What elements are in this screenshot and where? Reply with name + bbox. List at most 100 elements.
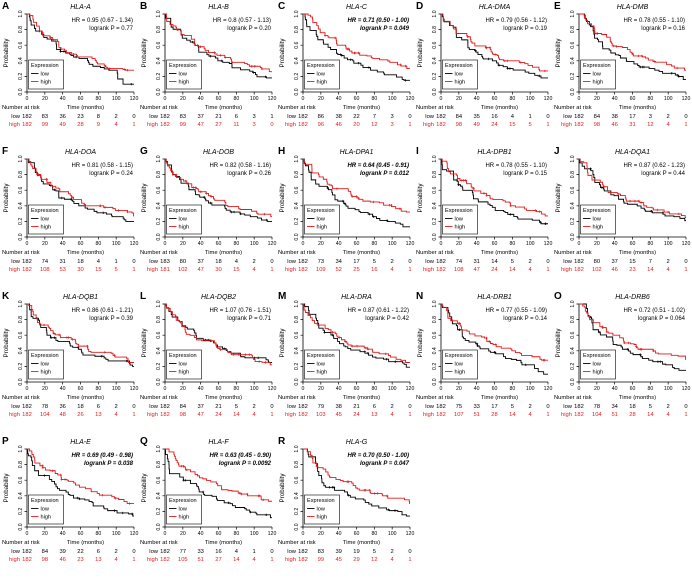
x-tick-label: 40 bbox=[198, 531, 204, 537]
legend-label-high: high bbox=[317, 515, 328, 521]
x-tick-label: 60 bbox=[354, 531, 360, 537]
x-tick-label: 0 bbox=[302, 96, 305, 102]
gene-title: HLA-DPA1 bbox=[340, 149, 374, 156]
y-tick-label: 0.2 bbox=[432, 218, 438, 225]
risk-high-value: 14 bbox=[509, 267, 516, 273]
risk-low-value: 83 bbox=[42, 114, 48, 120]
x-tick-label: 80 bbox=[233, 531, 239, 537]
x-tick-label: 0 bbox=[440, 386, 443, 392]
y-tick-label: 0.8 bbox=[18, 26, 24, 33]
km-curve-high bbox=[165, 13, 272, 73]
risk-high-value: 47 bbox=[473, 267, 479, 273]
tick-marks bbox=[162, 13, 273, 95]
risk-high-value: 5 bbox=[529, 122, 532, 128]
x-axis-label: Time (months) bbox=[481, 105, 518, 111]
risk-row-label-high: high bbox=[561, 122, 572, 128]
x-tick-label: 40 bbox=[60, 241, 66, 247]
censor-marks-low bbox=[458, 328, 527, 367]
risk-low-value: 7 bbox=[373, 114, 376, 120]
risk-high-value: 13 bbox=[95, 557, 101, 563]
number-at-risk-title: Number at risk bbox=[278, 395, 316, 401]
km-curve-low bbox=[165, 13, 272, 79]
risk-low-value: 1 bbox=[253, 549, 256, 555]
y-tick-label: 0.6 bbox=[156, 186, 162, 193]
risk-high-value: 52 bbox=[335, 267, 341, 273]
hr-text: HR = 0.82 (0.58 - 1.16) bbox=[209, 163, 271, 169]
risk-high-value: 4 bbox=[667, 122, 671, 128]
risk-low-value: 2 bbox=[115, 404, 118, 410]
risk-high-value: 4 bbox=[115, 412, 119, 418]
panel-letter: J bbox=[554, 146, 560, 157]
x-tick-label: 0 bbox=[164, 386, 167, 392]
x-tick-label: 20 bbox=[180, 531, 186, 537]
risk-high-value: 49 bbox=[473, 122, 479, 128]
y-tick-label: 0.0 bbox=[18, 378, 24, 385]
risk-high-value: 11 bbox=[233, 122, 239, 128]
km-svg-C: C HLA-C0.00.20.40.60.81.00 20 40 60 80 100 120P… bbox=[278, 1, 414, 128]
x-tick-label: 80 bbox=[647, 386, 653, 392]
risk-row-label-high: high bbox=[9, 122, 20, 128]
panel-letter: P bbox=[2, 436, 9, 447]
km-svg-Q: Q HLA-F0.00.20.40.60.81.00 20 40 60 80 100 120P… bbox=[140, 436, 276, 563]
risk-high-value: 182 bbox=[574, 412, 584, 418]
risk-high-value: 51 bbox=[611, 412, 617, 418]
censor-marks-low bbox=[43, 474, 134, 516]
tick-marks bbox=[576, 158, 687, 240]
risk-high-value: 107 bbox=[454, 412, 464, 418]
tick-marks bbox=[438, 158, 549, 240]
y-tick-label: 0.8 bbox=[294, 461, 300, 468]
risk-high-value: 51 bbox=[197, 557, 203, 563]
y-tick-label: 0.6 bbox=[18, 476, 24, 483]
hr-text: HR = 0.64 (0.45 - 0.91) bbox=[347, 163, 409, 169]
risk-high-value: 3 bbox=[253, 122, 256, 128]
legend-label-low: low bbox=[179, 217, 188, 223]
x-tick-label: 100 bbox=[250, 386, 259, 392]
x-tick-label: 20 bbox=[594, 96, 600, 102]
risk-low-value: 18 bbox=[629, 404, 635, 410]
censor-marks-high bbox=[315, 464, 389, 498]
risk-row-label-low: low bbox=[11, 114, 21, 120]
x-tick-label: 40 bbox=[198, 386, 204, 392]
risk-low-value: 84 bbox=[42, 549, 49, 555]
censor-marks-low bbox=[589, 167, 665, 215]
risk-row-label-high: high bbox=[285, 557, 296, 563]
number-at-risk-title: Number at risk bbox=[140, 395, 178, 401]
x-axis-label: Time (months) bbox=[481, 395, 518, 401]
legend-title: Expression bbox=[583, 353, 611, 359]
risk-high-value: 4 bbox=[253, 557, 257, 563]
km-panel-I: I HLA-DPB1 0.0 0.2 0.4 0.6 0.8 1.0 0 20 40 60 80 100 1… bbox=[415, 145, 553, 290]
y-tick-label: 0.2 bbox=[294, 508, 300, 515]
legend-label-low: low bbox=[41, 217, 50, 223]
x-tick-label: 0 bbox=[302, 386, 305, 392]
km-curve-low bbox=[303, 158, 410, 228]
risk-low-value: 2 bbox=[667, 114, 670, 120]
x-tick-label: 120 bbox=[406, 241, 415, 247]
y-tick-label: 0.8 bbox=[18, 461, 24, 468]
y-tick-label: 0.0 bbox=[570, 88, 576, 95]
x-tick-label: 20 bbox=[456, 241, 462, 247]
risk-low-value: 84 bbox=[456, 114, 463, 120]
gene-title: HLA-DOB bbox=[203, 149, 234, 156]
risk-low-value: 6 bbox=[97, 404, 100, 410]
hr-text: HR = 0.87 (0.61 - 1.22) bbox=[347, 308, 409, 314]
y-tick-label: 0.2 bbox=[570, 73, 576, 80]
x-tick-label: 40 bbox=[336, 386, 342, 392]
y-tick-label: 0.0 bbox=[294, 88, 300, 95]
risk-low-value: 37 bbox=[197, 404, 203, 410]
risk-high-value: 49 bbox=[59, 122, 65, 128]
risk-row-label-low: low bbox=[287, 259, 297, 265]
censor-marks-low bbox=[204, 338, 260, 360]
x-tick-label: 100 bbox=[388, 531, 397, 537]
x-tick-label: 60 bbox=[216, 531, 222, 537]
risk-low-value: 0 bbox=[546, 114, 549, 120]
risk-high-value: 103 bbox=[316, 412, 326, 418]
legend-box bbox=[28, 349, 64, 380]
risk-high-value: 182 bbox=[298, 122, 308, 128]
risk-low-value: 37 bbox=[197, 259, 203, 265]
risk-high-value: 1 bbox=[408, 122, 411, 128]
km-curve-high bbox=[441, 13, 548, 72]
risk-high-value: 28 bbox=[491, 412, 497, 418]
km-curve-high bbox=[27, 448, 134, 505]
